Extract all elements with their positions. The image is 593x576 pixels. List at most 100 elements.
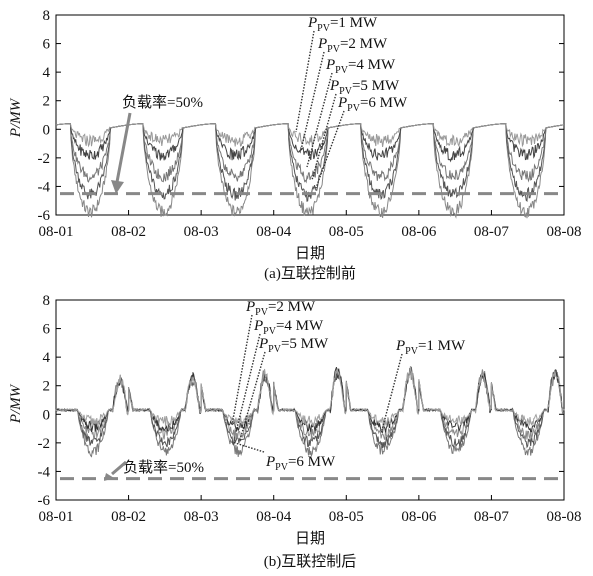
annotation-leader: [381, 353, 403, 431]
x-axis-label-b: 日期: [295, 530, 325, 547]
x-tick-label: 08-02: [111, 509, 146, 525]
x-tick-label: 08-08: [547, 509, 582, 525]
annotation-label: PPV=4 MW: [253, 318, 324, 337]
annotation-leader: [295, 30, 315, 133]
x-axis-label-a: 日期: [295, 245, 325, 262]
annotation-value: =6 MW: [288, 454, 336, 470]
reference-line-label: 负载率=50%: [123, 459, 204, 476]
annotation-label: PPV=5 MW: [258, 336, 329, 355]
annotation-subscript: PV: [255, 307, 269, 318]
y-tick-label: 0: [43, 407, 51, 423]
annotation-value: =4 MW: [276, 318, 324, 334]
ticks-group-a: 8 6 4 2 0 -2 -4 -608-01 08-02 08-03 08-04 08-05 08-0…: [38, 8, 582, 240]
annotation-subscript: PV: [405, 346, 419, 357]
y-tick-label: 2: [43, 379, 51, 395]
reference-line-group-b: 负载率=50%: [60, 459, 560, 481]
annotation-subscript: PV: [327, 44, 341, 55]
x-tick-label: 08-08: [547, 224, 582, 240]
chart-panel-b: 负载率=50% 8 6 4 2 0 -2 -4 -608-01 08-02 08-03 08-04 0…: [8, 293, 582, 570]
caption-b: (b)互联控制后: [264, 553, 357, 570]
annotation-subscript: PV: [317, 23, 331, 34]
annotation-symbol: P: [245, 299, 255, 315]
annotation-value: =5 MW: [352, 78, 400, 94]
annotation-label: PPV=6 MW: [265, 454, 336, 473]
annotation-subscript: PV: [339, 86, 353, 97]
annotation-subscript: PV: [335, 65, 349, 76]
annotation-subscript: PV: [263, 326, 277, 337]
series-group-a: [55, 123, 565, 219]
reference-arrow-shaft: [111, 460, 127, 476]
y-tick-label: -2: [38, 436, 51, 452]
plot-frame-b: [55, 299, 565, 501]
series-line-b-1: [55, 366, 565, 458]
annotation-label: PPV=2 MW: [245, 299, 316, 318]
y-tick-label: 0: [43, 122, 51, 138]
series-line-a-5: [55, 123, 565, 148]
annotation-symbol: P: [337, 95, 347, 111]
x-tick-label: 08-06: [401, 509, 436, 525]
annotation-subscript: PV: [347, 103, 361, 114]
x-tick-label: 08-02: [111, 224, 146, 240]
annotation-value: =2 MW: [268, 299, 316, 315]
annotation-symbol: P: [317, 36, 327, 52]
reference-line-label: 负载率=50%: [122, 94, 203, 111]
y-axis-label-a: P/MW: [8, 97, 24, 138]
annotation-label: PPV=4 MW: [325, 57, 396, 76]
plot-frame-a: [55, 14, 565, 216]
annotation-symbol: P: [329, 78, 339, 94]
y-tick-label: -6: [38, 493, 51, 509]
y-tick-label: -2: [38, 151, 51, 167]
annotation-symbol: P: [258, 336, 268, 352]
annotation-label: PPV=2 MW: [317, 36, 388, 55]
y-tick-label: -4: [38, 179, 51, 195]
y-tick-label: 8: [43, 8, 51, 24]
reference-line-group-a: 负载率=50%: [60, 94, 560, 196]
annotation-symbol: P: [325, 57, 335, 73]
y-axis-label-b: P/MW: [8, 383, 24, 424]
annotation-value: =4 MW: [348, 57, 396, 73]
annotation-value: =1 MW: [418, 338, 466, 354]
x-tick-label: 08-07: [474, 224, 509, 240]
annotation-leader: [306, 72, 333, 168]
annotation-leader: [231, 441, 265, 453]
x-tick-label: 08-06: [401, 224, 436, 240]
annotation-label: PPV=5 MW: [329, 78, 400, 97]
series-line-a-2: [55, 123, 565, 202]
x-tick-label: 08-03: [184, 509, 219, 525]
annotation-value: =5 MW: [281, 336, 329, 352]
annotation-symbol: P: [307, 15, 317, 31]
annotation-label: PPV=1 MW: [307, 15, 378, 34]
y-tick-label: 4: [43, 350, 51, 366]
x-tick-label: 08-05: [329, 509, 364, 525]
annotation-value: =1 MW: [330, 15, 378, 31]
x-tick-label: 08-01: [39, 509, 74, 525]
y-tick-label: 6: [43, 322, 51, 338]
reference-arrow-shaft: [115, 112, 132, 183]
annotation-symbol: P: [253, 318, 263, 334]
ticks-group-b: 8 6 4 2 0 -2 -4 -608-01 08-02 08-03 08-04 08-05 08-0…: [38, 293, 582, 525]
annotation-value: =6 MW: [360, 95, 408, 111]
x-tick-label: 08-05: [329, 224, 364, 240]
reference-arrow-head: [111, 180, 124, 194]
y-tick-label: 4: [43, 65, 51, 81]
annotation-subscript: PV: [268, 344, 282, 355]
x-tick-label: 08-04: [256, 224, 291, 240]
series-line-a-3: [55, 123, 565, 184]
y-tick-label: 2: [43, 94, 51, 110]
caption-a: (a)互联控制前: [264, 265, 356, 282]
series-line-b-5: [55, 366, 565, 428]
annotation-value: =2 MW: [340, 36, 388, 52]
y-tick-label: 6: [43, 37, 51, 53]
y-tick-label: -6: [38, 208, 51, 224]
annotation-leader: [239, 351, 266, 441]
x-tick-label: 08-01: [39, 224, 74, 240]
series-group-b: [55, 366, 565, 458]
annotation-subscript: PV: [275, 462, 289, 473]
annotation-leader: [231, 314, 253, 426]
annotation-label: PPV=1 MW: [395, 338, 466, 357]
annotation-symbol: P: [395, 338, 405, 354]
y-tick-label: 8: [43, 293, 51, 309]
